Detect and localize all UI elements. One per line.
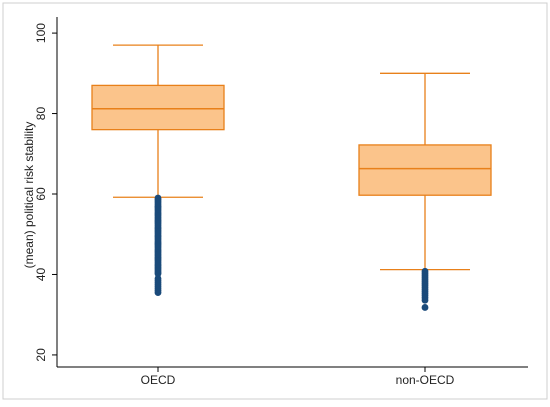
iqr-box [358,144,492,196]
y-tick-label: 100 [34,23,48,43]
box-group-non-oecd [358,72,492,311]
y-tick-label: 60 [34,187,48,201]
y-tick-label: 80 [34,107,48,121]
outlier-point [421,296,429,304]
outer-frame [2,2,548,400]
outlier-point [154,270,162,278]
y-tick-label: 40 [34,267,48,281]
box-group-oecd [91,44,225,296]
y-tick-label: 20 [34,348,48,362]
plot-area [91,44,492,311]
outlier-point [421,304,429,311]
outlier-point [154,289,162,296]
x-tick-label: non-OECD [396,373,455,387]
axes: 20 40 60 80 100 OECD non-OECD [34,17,528,387]
x-tick-label: OECD [141,373,176,387]
y-axis-label: (mean) political risk stability [22,122,36,269]
iqr-box [91,84,225,131]
